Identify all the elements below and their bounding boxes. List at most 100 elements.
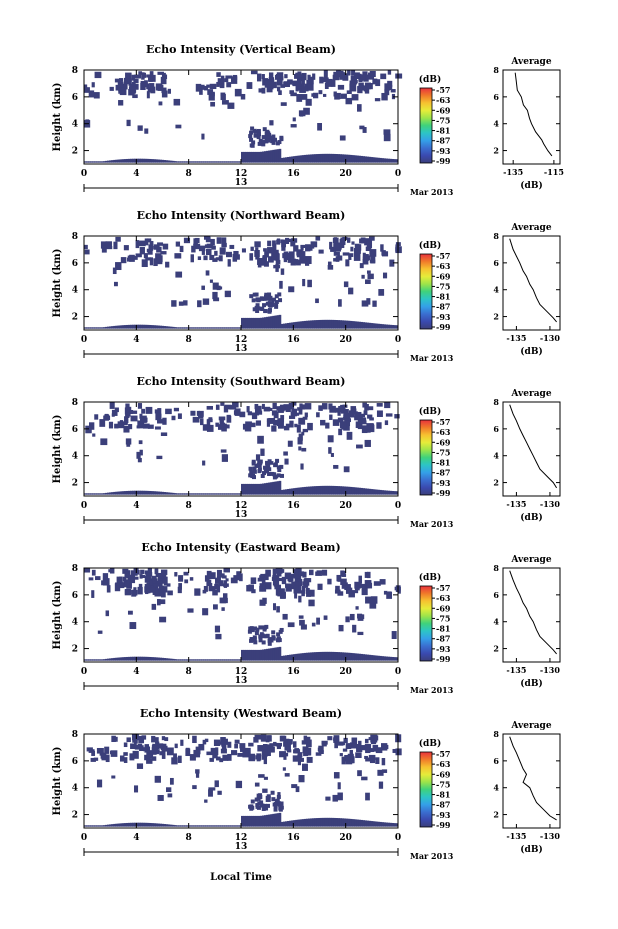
echo-cell: [274, 304, 279, 309]
echo-cell: [368, 737, 374, 741]
echo-cell: [104, 824, 108, 827]
colorbar-tick-label: -57: [436, 417, 450, 427]
echo-cell: [132, 158, 135, 163]
echo-cell: [301, 86, 309, 92]
echo-cell: [337, 84, 345, 90]
echo-cell: [290, 258, 296, 266]
echo-cell: [169, 492, 173, 495]
echo-cell: [276, 813, 280, 827]
echo-cell: [260, 473, 265, 478]
echo-cell: [279, 135, 284, 140]
echo-cell: [180, 825, 183, 827]
echo-cell: [266, 744, 271, 752]
echo-cell: [357, 86, 363, 94]
echo-cell: [226, 415, 232, 423]
echo-cell: [105, 610, 110, 617]
echo-cell: [349, 486, 353, 495]
echo-cell: [119, 159, 123, 163]
echo-cell: [381, 758, 386, 766]
profile-y-tick-label: 2: [493, 644, 499, 654]
echo-cell: [242, 750, 249, 758]
echo-cell: [262, 583, 266, 589]
echo-cell: [348, 410, 355, 418]
profile-frame: [502, 69, 561, 165]
echo-cell: [305, 486, 309, 495]
echo-cell: [273, 137, 278, 142]
echo-cell: [174, 572, 178, 577]
echo-cell: [384, 420, 389, 426]
echo-cell: [351, 487, 355, 495]
echo-cell: [283, 81, 290, 88]
echo-cell: [283, 451, 288, 456]
echo-cell: [139, 247, 145, 255]
echo-cell: [213, 161, 217, 163]
echo-cell: [202, 460, 206, 466]
echo-cell: [395, 73, 403, 79]
echo-cell: [259, 632, 264, 637]
echo-cell: [276, 149, 280, 163]
colorbar-tick-label: -75: [436, 447, 450, 457]
echo-cell: [223, 405, 229, 413]
profile-frame: [502, 567, 561, 663]
echo-cell: [316, 486, 319, 495]
profile-y-tick-label: 4: [493, 783, 499, 793]
echo-cell: [383, 133, 391, 142]
profile-title: Average: [510, 555, 551, 565]
echo-cell: [326, 153, 330, 163]
echo-cell: [201, 161, 204, 163]
echo-cell: [251, 649, 255, 661]
echo-cell: [180, 659, 183, 661]
profile-y-tick-label: 6: [493, 424, 499, 434]
echo-cell: [283, 254, 288, 263]
echo-cell: [230, 161, 234, 163]
echo-cell: [284, 74, 288, 79]
echo-cell: [158, 582, 163, 588]
echo-cell: [86, 327, 89, 329]
echo-cell: [359, 583, 366, 588]
echo-cell: [229, 244, 235, 249]
echo-cell: [113, 736, 118, 742]
echo-cell: [147, 568, 152, 575]
echo-cell: [386, 591, 393, 599]
panel-title: Echo Intensity (Eastward Beam): [141, 541, 340, 554]
echo-cell: [154, 409, 159, 414]
echo-cell: [222, 161, 225, 163]
echo-cell: [244, 424, 252, 432]
echo-cell: [343, 737, 348, 744]
echo-cell: [326, 651, 330, 661]
echo-cell: [331, 319, 334, 329]
echo-cell: [161, 736, 166, 741]
echo-cell: [184, 659, 188, 661]
echo-cell: [100, 659, 104, 661]
echo-cell: [263, 756, 268, 765]
echo-cell: [367, 273, 374, 280]
echo-cell: [180, 493, 183, 495]
echo-cell: [109, 824, 112, 827]
echo-cell: [331, 817, 334, 827]
echo-cell: [236, 571, 242, 577]
echo-cell: [90, 825, 93, 827]
echo-cell: [159, 823, 162, 827]
echo-cell: [208, 787, 216, 791]
echo-cell: [253, 483, 257, 495]
echo-cell: [203, 493, 206, 495]
echo-cell: [144, 238, 149, 246]
echo-cell: [97, 630, 103, 634]
echo-cell: [120, 257, 127, 264]
echo-cell: [223, 580, 228, 588]
echo-cell: [358, 487, 361, 495]
profile-x-tick-label: -135: [506, 499, 526, 509]
echo-cell: [375, 757, 380, 764]
echo-cell: [142, 158, 146, 163]
echo-cell: [132, 324, 135, 329]
colorbar-tick-label: -69: [436, 603, 451, 613]
y-tick-label: 6: [72, 757, 78, 767]
echo-cell: [157, 408, 162, 416]
echo-cell: [109, 86, 114, 91]
echo-cell: [220, 419, 224, 426]
echo-cell: [290, 240, 296, 247]
echo-cell: [271, 297, 276, 302]
echo-cell: [329, 405, 336, 413]
echo-cell: [343, 154, 347, 163]
echo-cell: [247, 151, 250, 163]
